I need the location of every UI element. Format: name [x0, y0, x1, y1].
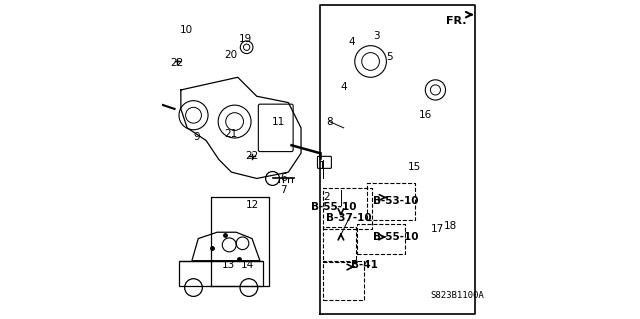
Text: B-55-10: B-55-10 — [312, 202, 357, 212]
Text: 4: 4 — [340, 82, 347, 92]
Text: 7: 7 — [280, 184, 287, 195]
Text: 10: 10 — [180, 25, 193, 35]
Text: 20: 20 — [224, 49, 237, 60]
Text: 5: 5 — [387, 52, 393, 62]
Text: 18: 18 — [444, 221, 457, 231]
Text: B-37-10: B-37-10 — [326, 213, 371, 223]
Text: 12: 12 — [245, 200, 259, 210]
Text: 19: 19 — [239, 34, 252, 44]
Text: 3: 3 — [374, 31, 380, 41]
Text: 16: 16 — [419, 110, 433, 120]
Text: 14: 14 — [241, 260, 254, 271]
Text: 6: 6 — [280, 174, 287, 183]
Text: B-55-10: B-55-10 — [373, 232, 419, 242]
Text: B-41: B-41 — [351, 260, 378, 271]
Text: B-53-10: B-53-10 — [373, 196, 419, 206]
Text: 8: 8 — [326, 116, 333, 127]
Text: 2: 2 — [323, 192, 330, 203]
Text: 22: 22 — [170, 58, 184, 68]
Text: FR.: FR. — [446, 16, 467, 26]
Text: 22: 22 — [245, 151, 259, 161]
Text: 9: 9 — [193, 132, 200, 142]
Text: 4: 4 — [348, 38, 355, 48]
Text: 1: 1 — [319, 161, 326, 171]
Text: 11: 11 — [272, 116, 285, 127]
Text: 13: 13 — [221, 260, 235, 271]
Text: 21: 21 — [224, 129, 237, 139]
Text: 15: 15 — [408, 162, 422, 172]
Text: S823B1100A: S823B1100A — [430, 291, 484, 300]
Text: 17: 17 — [430, 224, 444, 234]
